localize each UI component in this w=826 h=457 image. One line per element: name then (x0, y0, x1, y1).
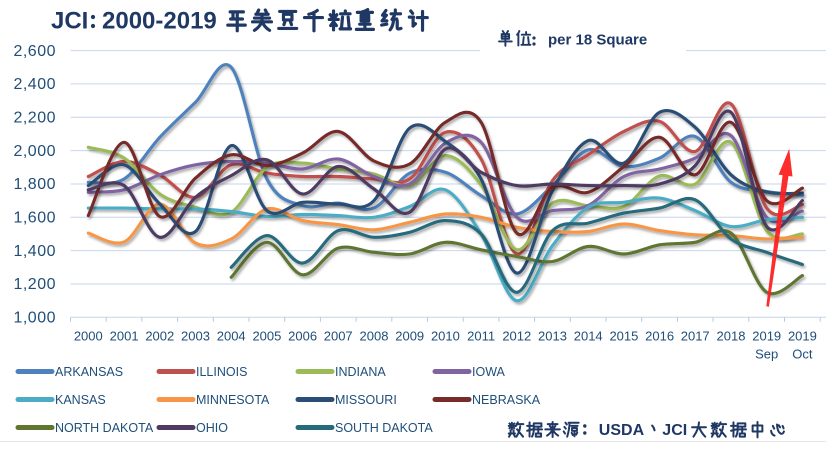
svg-text:1,800: 1,800 (13, 176, 56, 193)
svg-text:2018: 2018 (717, 329, 746, 344)
svg-text:JCI: JCI (662, 422, 687, 439)
svg-text:2008: 2008 (360, 329, 389, 344)
svg-text:MISSOURI: MISSOURI (335, 393, 397, 407)
svg-text:KANSAS: KANSAS (55, 393, 106, 407)
svg-text:USDA: USDA (599, 422, 645, 439)
svg-text:2005: 2005 (252, 329, 281, 344)
svg-text:2002: 2002 (145, 329, 174, 344)
svg-text:Sep: Sep (755, 347, 778, 362)
svg-text:INDIANA: INDIANA (335, 365, 386, 379)
svg-text:2013: 2013 (538, 329, 567, 344)
svg-text:2006: 2006 (288, 329, 317, 344)
svg-text:2009: 2009 (395, 329, 424, 344)
svg-text:SOUTH DAKOTA: SOUTH DAKOTA (335, 421, 433, 435)
svg-text:2,400: 2,400 (13, 76, 56, 93)
svg-text:2,600: 2,600 (13, 43, 56, 60)
svg-text:2016: 2016 (645, 329, 674, 344)
svg-text:2014: 2014 (574, 329, 603, 344)
svg-text:ILLINOIS: ILLINOIS (196, 365, 247, 379)
svg-text:2015: 2015 (609, 329, 638, 344)
svg-text:2019: 2019 (752, 329, 781, 344)
svg-text:JCI: JCI (51, 8, 88, 35)
svg-text:2003: 2003 (181, 329, 210, 344)
svg-text:2001: 2001 (110, 329, 139, 344)
svg-text:2012: 2012 (502, 329, 531, 344)
svg-text:ARKANSAS: ARKANSAS (55, 365, 123, 379)
svg-text:2000: 2000 (74, 329, 103, 344)
svg-text:Oct: Oct (792, 347, 813, 362)
svg-text:2,000: 2,000 (13, 143, 56, 160)
svg-text:2011: 2011 (467, 329, 495, 344)
svg-text:2010: 2010 (431, 329, 460, 344)
svg-text:per 18 Square: per 18 Square (548, 32, 647, 49)
svg-text:2,200: 2,200 (13, 110, 56, 127)
svg-text:OHIO: OHIO (196, 421, 228, 435)
svg-text:2000-2019: 2000-2019 (102, 8, 217, 35)
svg-text:1,400: 1,400 (13, 243, 56, 260)
svg-text:NEBRASKA: NEBRASKA (472, 393, 541, 407)
svg-text:2007: 2007 (324, 329, 353, 344)
svg-text:1,600: 1,600 (13, 210, 56, 227)
svg-text:1,200: 1,200 (13, 276, 56, 293)
svg-text:2019: 2019 (788, 329, 817, 344)
svg-text:2017: 2017 (681, 329, 710, 344)
svg-text:2004: 2004 (217, 329, 246, 344)
svg-text:MINNESOTA: MINNESOTA (196, 393, 270, 407)
svg-text:1,000: 1,000 (13, 310, 56, 327)
svg-text:IOWA: IOWA (472, 365, 506, 379)
svg-text:NORTH DAKOTA: NORTH DAKOTA (55, 421, 154, 435)
